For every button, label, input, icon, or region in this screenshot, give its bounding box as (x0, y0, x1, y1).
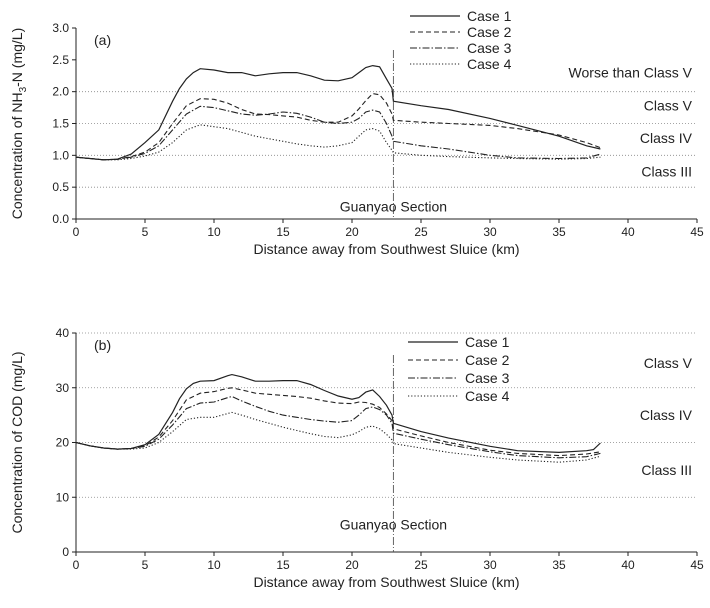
series-line-case-2 (75, 93, 601, 161)
legend-label-case-1: Case 1 (467, 8, 512, 24)
y-tick-label: 1.5 (52, 117, 69, 131)
y-tick-label: 2.5 (52, 53, 69, 67)
legend-label-case-1: Case 1 (465, 334, 510, 350)
legend-label-case-4: Case 4 (465, 388, 510, 404)
x-tick-label: 30 (483, 225, 497, 239)
x-tick-label: 0 (73, 558, 80, 572)
x-tick-label: 45 (690, 225, 704, 239)
y-tick-label: 20 (56, 436, 70, 450)
x-axis-title: Distance away from Southwest Sluice (km) (253, 241, 519, 257)
y-tick-label: 3.0 (52, 21, 69, 35)
x-tick-label: 10 (207, 225, 221, 239)
x-tick-label: 20 (345, 225, 359, 239)
guanyao-section-label: Guanyao Section (340, 198, 447, 214)
class-label: Class V (644, 98, 693, 114)
y-tick-label: 2.0 (52, 85, 69, 99)
x-tick-label: 25 (414, 558, 428, 572)
panel-label: (b) (94, 337, 111, 353)
panel-a-nh3n-chart: 0 5 10 15 20 25 30 35 40 45 0.0 0.5 1.0 1.5 2.0 2.5 3.0 D… (9, 8, 704, 257)
y-tick-label: 0 (62, 545, 69, 559)
y-axis-title-subscript: 3 (18, 86, 29, 92)
x-tick-label: 40 (621, 558, 635, 572)
series-line-case-1 (75, 373, 601, 454)
panel-label: (a) (94, 32, 111, 48)
legend: Case 1 Case 2 Case 3 Case 4 (408, 334, 510, 404)
x-tick-label: 45 (690, 558, 704, 572)
series-line-case-3 (75, 395, 601, 459)
class-label: Class IV (640, 407, 693, 423)
x-tick-label: 5 (142, 225, 149, 239)
y-tick-label: 0.5 (52, 180, 69, 194)
guanyao-section-label: Guanyao Section (340, 517, 447, 533)
x-tick-label: 30 (483, 558, 497, 572)
x-tick-label: 40 (621, 225, 635, 239)
class-label: Worse than Class V (569, 65, 693, 81)
legend-label-case-3: Case 3 (465, 370, 510, 386)
y-tick-label: 40 (56, 326, 70, 340)
y-axis-title-part: -N (mg/L) (9, 28, 25, 87)
y-axis-title: Concentration of NH3-N (mg/L) (9, 28, 29, 220)
legend-label-case-2: Case 2 (465, 352, 510, 368)
x-tick-label: 0 (73, 225, 80, 239)
class-label: Class III (641, 462, 692, 478)
series-line-case-2 (75, 387, 601, 457)
x-tick-label: 15 (276, 558, 290, 572)
x-tick-label: 10 (207, 558, 221, 572)
x-axis-title: Distance away from Southwest Sluice (km) (253, 574, 519, 590)
x-tick-label: 35 (552, 225, 566, 239)
x-tick-label: 35 (552, 558, 566, 572)
class-label: Class IV (640, 130, 693, 146)
series-line-case-1 (75, 64, 601, 161)
legend-label-case-3: Case 3 (467, 40, 512, 56)
x-tick-label: 5 (142, 558, 149, 572)
x-tick-label: 25 (414, 225, 428, 239)
legend-label-case-2: Case 2 (467, 24, 512, 40)
class-label: Class V (644, 355, 693, 371)
y-axis-title: Concentration of COD (mg/L) (9, 351, 25, 533)
x-tick-label: 20 (345, 558, 359, 572)
y-tick-label: 10 (56, 490, 70, 504)
y-axis-title-part: Concentration of NH (9, 92, 25, 219)
panel-b-cod-chart: 0 5 10 15 20 25 30 35 40 45 0 10 20 30 40 Distance away… (9, 326, 704, 590)
y-tick-label: 0.0 (52, 212, 69, 226)
series-line-case-4 (75, 124, 601, 161)
class-label: Class III (641, 163, 692, 179)
legend-label-case-4: Case 4 (467, 56, 512, 72)
series-line-case-3 (75, 105, 601, 161)
x-tick-label: 15 (276, 225, 290, 239)
y-tick-label: 1.0 (52, 148, 69, 162)
y-tick-label: 30 (56, 381, 70, 395)
